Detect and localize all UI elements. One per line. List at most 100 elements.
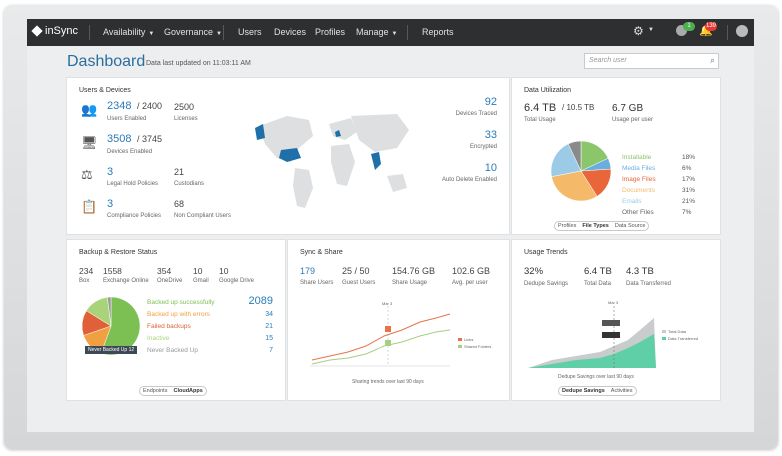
backup-stat-label: Google Drive bbox=[219, 278, 255, 284]
legend-value: 18% bbox=[682, 154, 696, 161]
auto-delete-value[interactable]: 10 bbox=[484, 162, 497, 174]
data-utilization-panel: Data Utilization 6.4 TB / 10.5 TB Total … bbox=[511, 77, 721, 235]
chip-endpoints[interactable]: Endpoints bbox=[143, 388, 168, 394]
backup-stat-label: Box bbox=[79, 278, 90, 284]
nav-manage[interactable]: Manage ▼ bbox=[356, 27, 397, 37]
legend-label[interactable]: Backed up with errors bbox=[147, 311, 210, 318]
usage-stat-value: 6.4 TB bbox=[584, 266, 612, 277]
nav-profiles[interactable]: Profiles bbox=[315, 27, 346, 37]
legend-label[interactable]: Other Files bbox=[622, 209, 654, 216]
non-compliant-label: Non Compliant Users bbox=[174, 213, 232, 219]
legal-hold-value[interactable]: 3 bbox=[107, 166, 114, 178]
chart-caption: Dedupe Savings over last 90 days bbox=[558, 374, 634, 380]
legend-value[interactable]: 7 bbox=[269, 347, 273, 354]
world-map[interactable] bbox=[247, 96, 417, 216]
settings-gear-icon[interactable]: ⚙ bbox=[633, 24, 644, 38]
panel-title: Backup & Restore Status bbox=[79, 249, 158, 256]
user-avatar-icon[interactable] bbox=[736, 25, 748, 37]
compliance-label: Compliance Policies bbox=[107, 213, 162, 219]
per-user-value: 6.7 GB bbox=[612, 103, 644, 114]
marker-label: Mar 3 bbox=[382, 301, 393, 306]
legend-label[interactable]: Image Files bbox=[622, 176, 656, 183]
chip-profiles[interactable]: Profiles bbox=[558, 223, 577, 229]
pie-slice bbox=[550, 143, 582, 177]
users-enabled-value[interactable]: 2348 bbox=[107, 100, 132, 112]
legend-value[interactable]: 34 bbox=[265, 311, 273, 318]
chip-file-types[interactable]: File Types bbox=[582, 223, 609, 229]
devices-enabled-value[interactable]: 3508 bbox=[107, 133, 132, 145]
devices-enabled-label: Devices Enabled bbox=[107, 149, 153, 155]
sync-stat-value: 102.6 GB bbox=[452, 266, 491, 276]
search-icon[interactable]: ⌕ bbox=[709, 55, 715, 65]
app-logo[interactable]: inSync bbox=[45, 25, 79, 37]
devices-traced-value[interactable]: 92 bbox=[484, 96, 497, 108]
chevron-down-icon: ▼ bbox=[216, 31, 222, 37]
legend-total-data: Total Data bbox=[668, 329, 687, 334]
panel-title: Data Utilization bbox=[524, 87, 572, 94]
map-highlight-us bbox=[279, 148, 301, 162]
chip-dedupe-savings[interactable]: Dedupe Savings bbox=[562, 388, 605, 394]
legend-label[interactable]: Emails bbox=[622, 198, 642, 205]
legend-label[interactable]: Never Backed Up bbox=[147, 347, 198, 354]
backup-toggle[interactable]: Endpoints CloudApps bbox=[139, 386, 207, 396]
devices-total-value: / 3745 bbox=[137, 134, 163, 144]
nav-devices[interactable]: Devices bbox=[274, 27, 307, 37]
encrypted-label: Encrypted bbox=[469, 144, 497, 150]
monitor-frame: inSync Availability ▼ Governance ▼ Users D… bbox=[4, 5, 778, 449]
legend-label[interactable]: Installable bbox=[622, 154, 652, 161]
search-input[interactable]: Search user ⌕ bbox=[584, 53, 719, 69]
legend-data-transferred: Data Transferred bbox=[668, 336, 698, 341]
chevron-down-icon[interactable]: ▼ bbox=[648, 27, 654, 33]
users-enabled-label: Users Enabled bbox=[107, 116, 147, 122]
map-highlight-india bbox=[371, 152, 381, 170]
sync-stat-label: Avg. per user bbox=[452, 280, 488, 286]
non-compliant-value: 68 bbox=[174, 199, 185, 209]
users-icon: 👥 bbox=[81, 102, 98, 117]
top-nav: inSync Availability ▼ Governance ▼ Users D… bbox=[27, 19, 754, 46]
chip-activities[interactable]: Activities bbox=[610, 388, 633, 394]
per-user-label: Usage per user bbox=[612, 117, 654, 123]
legend-label[interactable]: Inactive bbox=[147, 335, 170, 342]
chevron-down-icon: ▼ bbox=[148, 31, 155, 37]
legend-label[interactable]: Backed up successfully bbox=[147, 299, 215, 306]
nav-availability[interactable]: Availability ▼ bbox=[103, 27, 154, 37]
legend-value[interactable]: 2089 bbox=[248, 295, 273, 307]
devices-traced-label: Devices Traced bbox=[455, 111, 497, 117]
legend-label[interactable]: Documents bbox=[622, 187, 655, 194]
encrypted-value[interactable]: 33 bbox=[484, 129, 497, 141]
map-highlight-alaska bbox=[255, 124, 265, 140]
file-types-pie[interactable] bbox=[550, 140, 612, 202]
compliance-icon: 📋 bbox=[81, 199, 98, 214]
sync-stat-value[interactable]: 179 bbox=[300, 266, 316, 276]
nav-divider bbox=[89, 25, 90, 40]
nav-governance[interactable]: Governance ▼ bbox=[164, 27, 222, 37]
legend-value: 7% bbox=[682, 209, 692, 216]
legend-value[interactable]: 15 bbox=[265, 335, 273, 342]
licenses-label: Licenses bbox=[174, 116, 198, 122]
legend-value[interactable]: 21 bbox=[265, 323, 273, 330]
alerts-icon[interactable] bbox=[676, 25, 687, 36]
sharing-trend-chart[interactable]: Mar 3 Links Shared Folders bbox=[300, 300, 500, 372]
page-title: Dashboard bbox=[67, 53, 146, 70]
nav-reports[interactable]: Reports bbox=[422, 27, 454, 37]
backup-stat-value: 10 bbox=[219, 266, 229, 276]
licenses-value: 2500 bbox=[174, 102, 195, 112]
total-cap-value: / 10.5 TB bbox=[562, 103, 595, 112]
nav-users[interactable]: Users bbox=[238, 27, 262, 37]
sync-stat-value: 25 / 50 bbox=[342, 266, 370, 276]
panel-title: Sync & Share bbox=[300, 249, 343, 256]
usage-toggle[interactable]: Dedupe Savings Activities bbox=[558, 386, 637, 396]
chevron-down-icon: ▼ bbox=[391, 31, 398, 37]
nav-availability-label: Availability bbox=[103, 27, 146, 37]
chart-caption: Sharing trends over last 90 days bbox=[352, 379, 424, 385]
chip-data-source[interactable]: Data Source bbox=[614, 223, 646, 229]
data-utilization-toggle[interactable]: Profiles File Types Data Source bbox=[554, 221, 650, 231]
legend-label[interactable]: Media Files bbox=[622, 165, 656, 172]
legend-label[interactable]: Failed backups bbox=[147, 323, 191, 330]
panel-title: Users & Devices bbox=[79, 87, 131, 94]
compliance-value[interactable]: 3 bbox=[107, 198, 114, 210]
dedupe-trend-chart[interactable]: Mar 3 Total Data Data Transferred bbox=[522, 296, 716, 372]
alerts-badge: 1 bbox=[683, 22, 695, 31]
chip-cloudapps[interactable]: CloudApps bbox=[173, 388, 203, 394]
users-total-value: / 2400 bbox=[137, 101, 163, 111]
